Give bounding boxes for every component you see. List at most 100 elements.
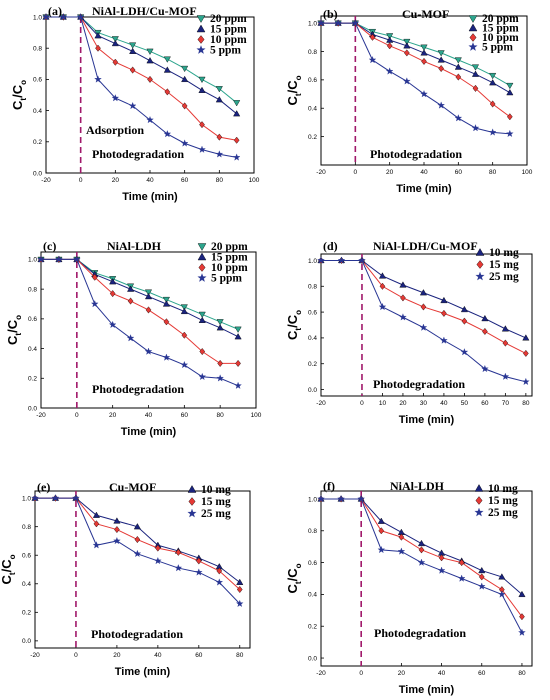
legend-label: 10 ppm bbox=[210, 34, 247, 46]
y-axis-title-sub-o: o bbox=[294, 563, 303, 568]
data-point bbox=[111, 94, 120, 102]
y-tick-label: 0.4 bbox=[33, 108, 42, 115]
data-point bbox=[421, 57, 427, 65]
legend-label: 10 mg bbox=[201, 484, 231, 496]
legend-label: 15 ppm bbox=[210, 24, 247, 36]
data-point bbox=[90, 300, 99, 308]
data-point bbox=[180, 360, 189, 369]
series-line bbox=[46, 16, 237, 104]
legend-label: 20 ppm bbox=[211, 241, 248, 253]
data-point bbox=[417, 558, 426, 566]
data-point bbox=[378, 527, 385, 535]
annotation: Photodegradation bbox=[373, 377, 465, 391]
y-axis-title-c: C bbox=[285, 330, 300, 340]
data-point bbox=[180, 307, 188, 315]
x-tick-label: 0 bbox=[79, 177, 83, 184]
data-point bbox=[195, 557, 202, 565]
series-5-ppm bbox=[37, 255, 242, 389]
data-point bbox=[145, 306, 152, 314]
x-tick-label: 100 bbox=[249, 177, 260, 184]
y-axis-title-sub-o: o bbox=[294, 310, 303, 315]
series-line bbox=[41, 258, 239, 330]
y-axis-title-sub-o: o bbox=[8, 554, 17, 559]
panel-title: NiAl-LDH bbox=[107, 239, 162, 253]
data-point bbox=[481, 314, 489, 322]
chart-panel-c: -20 0 20 40 60 80 100 Time (min) 0.0 0.2 0.4 0.6 0.8… bbox=[5, 239, 262, 438]
y-tick-label: 0.6 bbox=[22, 553, 31, 560]
legend-label: 10 mg bbox=[488, 483, 518, 495]
y-axis-title: Ct/Co bbox=[285, 563, 303, 593]
x-tick-label: 30 bbox=[420, 400, 428, 407]
legend-marker bbox=[469, 33, 477, 42]
legend-label: 25 mg bbox=[201, 508, 231, 520]
data-point bbox=[95, 44, 101, 52]
data-point bbox=[232, 153, 241, 161]
data-point bbox=[155, 544, 161, 552]
x-tick-label: 20 bbox=[399, 400, 407, 407]
data-point bbox=[478, 573, 485, 581]
data-point bbox=[162, 300, 170, 307]
y-axis: 0.0 0.2 0.4 0.6 0.8 1.0 Ct/Co bbox=[285, 496, 324, 662]
plot-frame bbox=[320, 490, 533, 667]
data-point bbox=[471, 70, 480, 77]
y-tick-label: 0.8 bbox=[33, 46, 42, 53]
data-point bbox=[234, 333, 242, 340]
data-point bbox=[215, 150, 224, 158]
data-point bbox=[418, 546, 425, 554]
y-tick-label: 0.6 bbox=[308, 560, 317, 567]
series-line bbox=[41, 258, 239, 338]
x-tick-label: 50 bbox=[461, 400, 469, 407]
annotation: Photodegradation bbox=[92, 147, 184, 161]
data-point bbox=[378, 302, 387, 311]
x-tick-label: 40 bbox=[145, 412, 153, 419]
data-point bbox=[55, 255, 63, 263]
data-point bbox=[181, 331, 188, 339]
y-tick-label: 0.2 bbox=[308, 134, 317, 141]
y-axis-title-sub-t: t bbox=[294, 328, 303, 331]
x-axis: -20 0 20 40 60 80 100 Time (min) bbox=[41, 170, 260, 203]
panel-label: (d) bbox=[323, 239, 338, 253]
data-point bbox=[460, 348, 469, 356]
x-tick-label: 10 bbox=[379, 400, 387, 407]
legend-marker bbox=[197, 243, 207, 251]
legend-marker bbox=[468, 42, 478, 51]
data-point bbox=[507, 113, 513, 121]
data-point bbox=[199, 348, 206, 356]
y-tick-label: 0.4 bbox=[308, 335, 317, 342]
data-point bbox=[454, 63, 462, 70]
legend-marker bbox=[475, 496, 483, 505]
x-axis: -20 0 20 40 60 80 100 Time (min) bbox=[36, 405, 262, 438]
x-tick-label: 80 bbox=[236, 652, 244, 659]
annotation: Photodegradation bbox=[91, 627, 183, 641]
data-point bbox=[518, 590, 526, 598]
data-point bbox=[198, 86, 206, 93]
annotation: Photodegradation bbox=[374, 626, 466, 640]
legend-marker bbox=[468, 15, 478, 23]
data-point bbox=[163, 318, 170, 326]
x-axis: -20 0 20 40 60 80 Time (min) bbox=[316, 663, 526, 696]
data-point bbox=[129, 66, 136, 74]
panel-label: (b) bbox=[323, 7, 338, 21]
x-tick-label: -20 bbox=[41, 177, 51, 184]
data-point bbox=[92, 541, 101, 549]
x-tick-label: 0 bbox=[360, 400, 364, 407]
y-axis: 0.2 0.4 0.6 0.8 1.0 Ct/Co bbox=[285, 20, 324, 141]
data-point bbox=[91, 273, 98, 281]
x-axis-title: Time (min) bbox=[396, 183, 452, 195]
chart-panel-a: -20 0 20 40 60 80 100 Time (min) 0.0 0.2 0.4 0.6 0.8… bbox=[10, 4, 260, 203]
data-point bbox=[94, 32, 102, 39]
data-point bbox=[498, 573, 506, 580]
data-point bbox=[523, 349, 529, 357]
data-point bbox=[399, 313, 407, 321]
y-axis-title-sub-t: t bbox=[294, 581, 303, 584]
data-point bbox=[471, 64, 480, 71]
data-point bbox=[437, 56, 445, 63]
y-axis-title-c: C bbox=[285, 95, 300, 105]
data-point bbox=[217, 359, 223, 367]
data-point bbox=[147, 75, 153, 83]
data-point bbox=[420, 303, 427, 311]
data-point bbox=[163, 66, 171, 73]
